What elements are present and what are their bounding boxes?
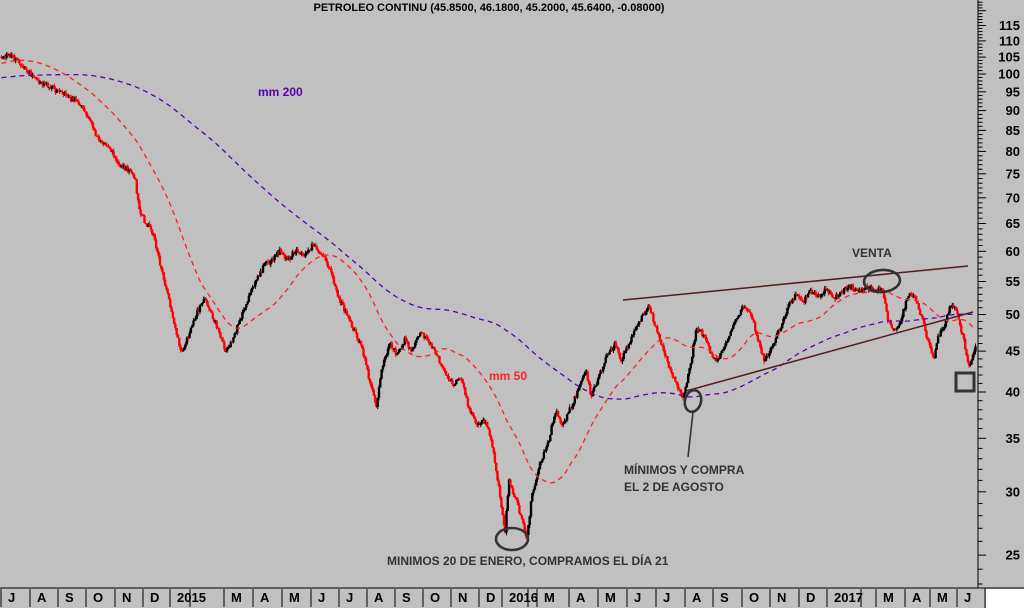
callout-line[interactable]: [687, 411, 694, 458]
price-tick-label: 35: [1006, 431, 1020, 446]
month-label: J: [663, 590, 670, 605]
month-label: 2017: [834, 590, 863, 605]
price-tick-label: 110: [999, 33, 1020, 48]
ma-label-50: mm 50: [489, 369, 527, 383]
ma-line-50[interactable]: [1, 59, 976, 484]
price-tick-label: 70: [1006, 190, 1020, 205]
month-label: M: [605, 590, 616, 605]
price-tick-label: 115: [999, 18, 1020, 33]
trendlines-layer: [622, 265, 974, 392]
ma-line-200[interactable]: [1, 73, 976, 400]
month-label: J: [634, 590, 641, 605]
ellipse-venta[interactable]: [862, 268, 902, 294]
price-tick-label: 90: [1006, 103, 1020, 118]
venta-label: VENTA: [852, 246, 892, 260]
ma-label-200: mm 200: [258, 85, 303, 99]
axis-corner: [986, 589, 1024, 608]
month-label: D: [150, 590, 159, 605]
month-label: A: [576, 590, 586, 605]
month-label: D: [486, 590, 495, 605]
month-label: J: [8, 590, 15, 605]
compra-label-line1: MÍNIMOS Y COMPRA: [624, 462, 745, 477]
price-tick-label: 40: [1006, 385, 1020, 400]
month-label: J: [964, 590, 971, 605]
month-label: O: [749, 590, 759, 605]
month-label: S: [402, 590, 411, 605]
price-tick-label: 85: [1006, 123, 1020, 138]
month-label: N: [458, 590, 467, 605]
month-label: M: [289, 590, 300, 605]
price-tick-label: 105: [998, 50, 1020, 65]
month-label: D: [806, 590, 815, 605]
ellipse-minimos-enero[interactable]: [494, 526, 530, 552]
ellipse-compra-agosto[interactable]: [683, 388, 704, 414]
month-label: 2016: [509, 590, 538, 605]
month-label: M: [937, 590, 948, 605]
month-label: 2015: [177, 590, 206, 605]
minimos-enero-label: MINIMOS 20 DE ENERO, COMPRAMOS EL DÍA 21: [387, 553, 669, 568]
month-label: A: [912, 590, 922, 605]
month-label: M: [544, 590, 555, 605]
month-label: N: [777, 590, 786, 605]
month-label: A: [374, 590, 384, 605]
price-tick-label: 80: [1006, 144, 1020, 159]
month-label: S: [65, 590, 74, 605]
price-tick-label: 30: [1006, 484, 1020, 499]
price-tick-label: 95: [1006, 84, 1020, 99]
month-label: M: [231, 590, 242, 605]
price-tick-label: 45: [1006, 344, 1020, 359]
price-tick-label: 60: [1006, 244, 1020, 259]
month-label: N: [122, 590, 131, 605]
price-tick-label: 50: [1006, 307, 1020, 322]
month-label: S: [720, 590, 729, 605]
price-tick-label: 75: [1006, 166, 1020, 181]
month-label: J: [318, 590, 325, 605]
trendline-upper[interactable]: [622, 265, 969, 301]
trendline-lower[interactable]: [685, 311, 974, 392]
price-tick-label: 55: [1006, 274, 1020, 289]
month-label: M: [883, 590, 894, 605]
month-label: A: [692, 590, 702, 605]
month-label: A: [37, 590, 47, 605]
price-tick-label: 25: [1006, 548, 1020, 563]
square-marker[interactable]: [954, 371, 976, 393]
month-label: J: [346, 590, 353, 605]
compra-label-line2: EL 2 DE AGOSTO: [624, 480, 724, 494]
price-tick-label: 65: [1006, 216, 1020, 231]
price-tick-label: 100: [998, 67, 1020, 82]
month-label: O: [430, 590, 440, 605]
chart-title: PETROLEO CONTINU (45.8500, 46.1800, 45.2…: [313, 2, 665, 14]
time-axis[interactable]: J A S O N D 2015 M A M J J A S O N D 2016 M A M J J A S O N D 2017 M A…: [0, 587, 1024, 608]
candles-layer: [0, 52, 977, 539]
month-label: A: [260, 590, 270, 605]
month-label: O: [93, 590, 103, 605]
